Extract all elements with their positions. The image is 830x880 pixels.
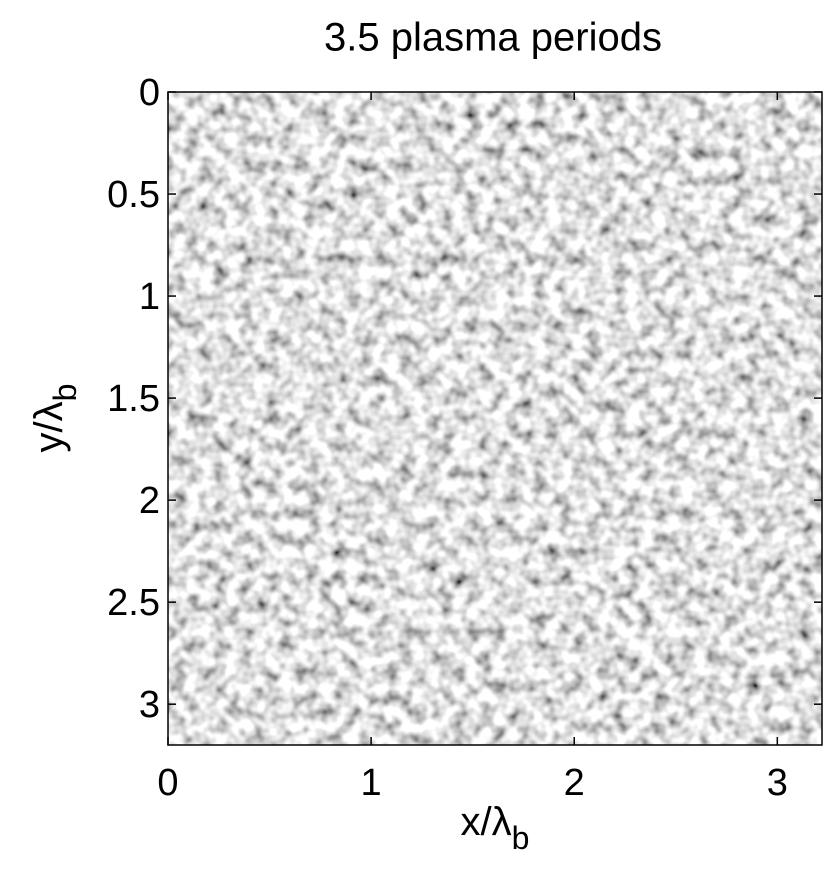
x-tick-label: 0 [157,762,178,804]
y-tick-label: 1.5 [107,378,160,420]
plot-frame [167,91,823,746]
y-tick-label: 1 [139,276,160,318]
y-tick-label: 2.5 [107,582,160,624]
x-tick-label: 2 [564,762,585,804]
x-axis-label: x/λb [461,800,530,856]
y-axis-label-text: y/λ [27,401,71,452]
y-tick-label: 0 [139,72,160,114]
y-axis-label: y/λb [27,384,83,453]
y-tick-label: 0.5 [107,174,160,216]
x-axis-label-text: x/λ [461,800,512,844]
heatmap-image [168,92,822,745]
y-tick-label: 2 [139,480,160,522]
chart-title: 3.5 plasma periods [324,16,662,60]
y-axis-label-sub: b [47,384,83,402]
y-tick-label: 3 [139,684,160,726]
x-axis-label-sub: b [512,820,530,856]
x-tick-label: 1 [361,762,382,804]
x-tick-label: 3 [767,762,788,804]
